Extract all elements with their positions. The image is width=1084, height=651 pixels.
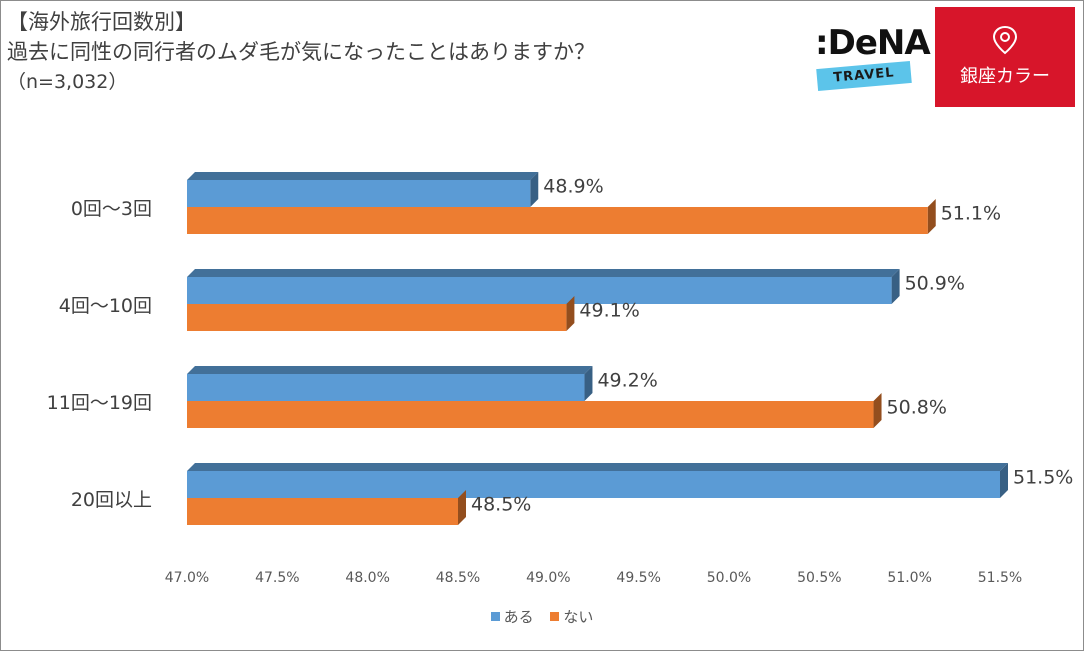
sample-size: （n=3,032） <box>7 71 128 93</box>
x-tick-label: 49.0% <box>526 570 570 586</box>
location-pin-icon <box>992 25 1018 55</box>
data-label-aru: 50.9% <box>905 273 965 295</box>
chart-title-question: 過去に同性の同行者のムダ毛が気になったことはありますか？ <box>7 40 595 64</box>
data-label-aru: 48.9% <box>543 176 603 198</box>
bar-top-face-aru <box>187 269 900 277</box>
category-label: 11回～19回 <box>47 392 152 414</box>
data-label-nai: 51.1% <box>941 203 1001 225</box>
legend-swatch-nai <box>550 612 560 621</box>
x-tick-label: 47.5% <box>255 570 299 586</box>
data-label-nai: 50.8% <box>887 397 947 419</box>
bar-side-face-nai <box>566 296 575 331</box>
legend-swatch-aru <box>490 612 500 621</box>
bar-side-face-nai <box>927 199 936 234</box>
x-tick-label: 50.5% <box>797 570 841 586</box>
chart-title-category: 【海外旅行回数別】 <box>7 10 196 34</box>
bar-side-face-aru <box>584 366 593 401</box>
legend-item-nai: ない <box>550 606 593 627</box>
legend-label-aru: ある <box>503 608 534 626</box>
bar-nai <box>187 304 567 331</box>
bar-top-face-aru <box>187 366 593 374</box>
x-tick-label: 51.5% <box>978 570 1022 586</box>
category-label: 20回以上 <box>71 489 152 511</box>
legend-item-aru: ある <box>490 606 534 627</box>
data-label-aru: 49.2% <box>597 370 657 392</box>
legend: ある ない <box>0 606 1084 627</box>
bar-side-face-aru <box>1000 463 1008 498</box>
dena-travel-logo: :DeNA TRAVEL <box>813 23 931 95</box>
bar-aru <box>187 471 1000 498</box>
ginza-calla-logo: 銀座カラー <box>935 7 1075 107</box>
x-tick-label: 51.0% <box>887 570 931 586</box>
bar-side-face-aru <box>891 269 900 304</box>
bar-top-face-aru <box>187 463 1008 471</box>
bar-nai <box>187 401 874 428</box>
category-label: 4回～10回 <box>59 295 152 317</box>
bar-side-face-nai <box>873 393 882 428</box>
bar-top-face-aru <box>187 172 539 180</box>
x-tick-label: 50.0% <box>707 570 751 586</box>
data-label-nai: 48.5% <box>471 494 531 516</box>
dena-logo-word: :DeNA <box>815 23 931 63</box>
data-label-aru: 51.5% <box>1013 467 1073 489</box>
x-tick-label: 47.0% <box>165 570 209 586</box>
bar-aru <box>187 180 531 207</box>
x-tick-label: 49.5% <box>616 570 660 586</box>
x-tick-label: 48.5% <box>436 570 480 586</box>
ginza-logo-text: 銀座カラー <box>960 66 1050 87</box>
x-tick-label: 48.0% <box>345 570 389 586</box>
category-label: 0回～3回 <box>71 198 152 220</box>
bar-aru <box>187 374 585 401</box>
bar-nai <box>187 207 928 234</box>
bar-aru <box>187 277 892 304</box>
bar-side-face-nai <box>458 490 466 525</box>
legend-label-nai: ない <box>563 608 594 626</box>
title-block: 【海外旅行回数別】 過去に同性の同行者のムダ毛が気になったことはありますか？ （… <box>7 7 595 97</box>
bar-side-face-aru <box>530 172 539 207</box>
bar-nai <box>187 498 458 525</box>
data-label-nai: 49.1% <box>579 300 639 322</box>
plot-area: 0回～3回 48.9% 51.1% 4回～10回 50.9% 49.1% 11回～19回 49… <box>47 172 1073 586</box>
